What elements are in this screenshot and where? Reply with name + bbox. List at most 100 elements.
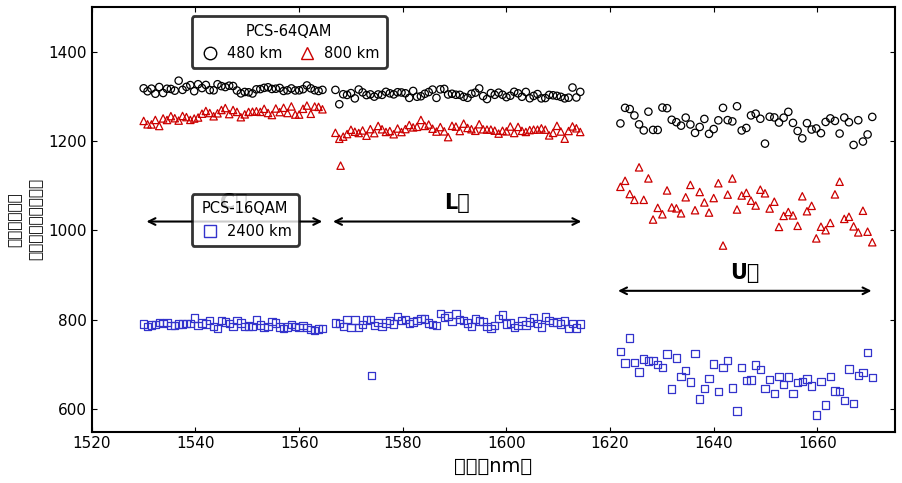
Point <box>429 94 444 102</box>
Point <box>702 374 716 382</box>
Point <box>678 367 693 375</box>
Point <box>375 91 390 99</box>
Point <box>156 89 170 97</box>
Point <box>650 204 665 212</box>
Point <box>613 183 628 191</box>
Point <box>683 378 697 386</box>
Point <box>637 127 651 134</box>
Point <box>846 223 861 230</box>
Point <box>730 206 744 213</box>
Point <box>198 107 213 115</box>
Point <box>725 117 740 125</box>
Point <box>777 212 791 220</box>
Point <box>758 140 772 147</box>
Point <box>296 322 310 329</box>
Point <box>767 114 781 121</box>
Point <box>823 372 837 380</box>
Y-axis label: ビットレート
（ギガビット毎秒）: ビットレート （ギガビット毎秒） <box>7 178 43 260</box>
Point <box>453 315 467 323</box>
Point <box>527 126 541 133</box>
Point <box>226 82 240 90</box>
Point <box>511 322 525 329</box>
Point <box>593 435 607 442</box>
Point <box>632 120 647 128</box>
Point <box>465 323 479 330</box>
Point <box>281 86 295 94</box>
Point <box>453 127 467 135</box>
Point <box>460 124 474 132</box>
Point <box>465 126 479 133</box>
Point <box>534 95 548 102</box>
Point <box>627 196 641 204</box>
Point <box>152 122 167 130</box>
Point <box>340 316 354 324</box>
Point <box>347 128 362 136</box>
Point <box>800 375 815 383</box>
Point <box>156 114 170 122</box>
Point <box>561 94 575 101</box>
Point <box>171 117 186 125</box>
Point <box>382 127 397 135</box>
Point <box>382 317 397 325</box>
Point <box>641 174 656 182</box>
Point <box>786 212 800 219</box>
Point <box>499 320 513 328</box>
Point <box>790 127 805 135</box>
Point <box>242 108 256 116</box>
Point <box>762 205 777 213</box>
Point <box>566 320 580 327</box>
Point <box>175 320 189 328</box>
Point <box>716 104 731 112</box>
Point <box>851 116 866 124</box>
Point <box>414 92 428 100</box>
Point <box>650 361 665 369</box>
Point <box>534 125 548 132</box>
Point <box>144 321 159 329</box>
Point <box>739 189 753 197</box>
Point <box>499 93 513 101</box>
Point <box>253 321 268 329</box>
Point <box>818 227 833 234</box>
Point <box>441 91 456 99</box>
Point <box>237 111 252 118</box>
Point <box>476 317 491 325</box>
Point <box>284 321 299 328</box>
Point <box>299 324 314 331</box>
Point <box>418 90 432 98</box>
Point <box>456 316 471 324</box>
Point <box>402 121 417 129</box>
Point <box>152 83 167 91</box>
Point <box>367 322 382 329</box>
Point <box>569 94 584 101</box>
Point <box>226 106 240 114</box>
Point <box>272 323 287 331</box>
Point <box>641 108 656 115</box>
Point <box>795 378 809 385</box>
Point <box>549 92 564 99</box>
Point <box>352 324 366 331</box>
Point <box>507 88 521 96</box>
Point <box>725 384 740 392</box>
Point <box>749 110 763 117</box>
Point <box>249 107 263 115</box>
Point <box>264 317 279 325</box>
Point <box>245 323 260 330</box>
Point <box>480 126 494 133</box>
Point <box>437 313 451 321</box>
Point <box>410 93 424 100</box>
Point <box>693 395 707 403</box>
Point <box>445 122 459 129</box>
Point <box>379 88 393 96</box>
Point <box>527 314 541 322</box>
Point <box>522 318 537 326</box>
Point <box>237 322 252 330</box>
Point <box>222 82 236 89</box>
Point <box>340 91 354 99</box>
Point <box>851 228 866 236</box>
Point <box>702 209 716 216</box>
Point <box>721 116 735 124</box>
Point <box>179 319 194 327</box>
Point <box>522 126 537 134</box>
Point <box>683 181 697 189</box>
Point <box>546 129 560 137</box>
